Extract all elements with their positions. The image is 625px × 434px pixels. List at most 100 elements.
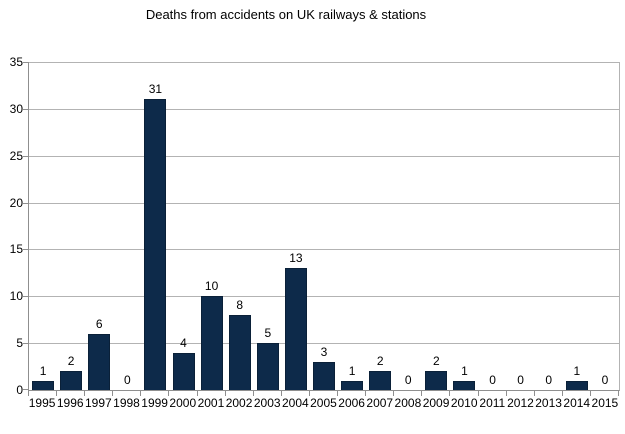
bar-group-2004: 13 (282, 62, 310, 390)
gridline-5 (29, 343, 619, 344)
bar-value-2005: 3 (320, 345, 328, 359)
x-tick-5 (168, 390, 170, 396)
y-tick-5 (23, 343, 29, 344)
bar-value-2001: 10 (204, 279, 219, 293)
x-axis-label-2001: 2001 (197, 396, 225, 410)
bar-value-2009: 2 (433, 354, 440, 368)
bar-2003 (256, 343, 279, 390)
x-tick-9 (280, 390, 282, 396)
bar-value-1999: 31 (148, 82, 163, 96)
bar-group-2012: 0 (507, 62, 535, 390)
y-axis-label-10: 10 (9, 289, 23, 303)
x-tick-19 (561, 390, 563, 396)
bar-2001 (200, 296, 223, 390)
bar-2010 (453, 381, 476, 390)
bar-1996 (60, 371, 83, 390)
bar-value-1997: 6 (95, 317, 103, 331)
gridline-35 (29, 62, 619, 63)
x-tick-6 (196, 390, 198, 396)
bar-value-2008: 0 (404, 373, 412, 387)
bar-2002 (228, 315, 251, 390)
bar-value-2011: 0 (489, 373, 496, 387)
bar-group-2010: 1 (450, 62, 478, 390)
y-tick-25 (23, 156, 29, 157)
x-tick-11 (337, 390, 339, 396)
bar-group-1998: 0 (113, 62, 141, 390)
y-tick-15 (23, 249, 29, 250)
bar-value-2010: 1 (461, 364, 468, 378)
bar-value-1996: 2 (67, 354, 75, 368)
y-axis-label-25: 25 (9, 149, 23, 163)
x-tick-3 (112, 390, 114, 396)
x-axis-label-2000: 2000 (169, 396, 197, 410)
y-axis-labels: 0 5 10 15 20 25 30 35 (0, 0, 23, 434)
y-axis-label-30: 30 (9, 102, 23, 116)
bar-group-2003: 5 (254, 62, 282, 390)
x-tick-20 (589, 390, 591, 396)
bar-value-1998: 0 (123, 373, 131, 387)
bar-group-2008: 0 (394, 62, 422, 390)
bar-value-2002: 8 (236, 298, 244, 312)
y-axis-label-15: 15 (9, 242, 23, 256)
x-axis-label-2006: 2006 (338, 396, 365, 410)
x-tick-2 (84, 390, 86, 396)
x-tick-10 (308, 390, 310, 396)
bar-group-2011: 0 (479, 62, 507, 390)
x-axis-label-2005: 2005 (310, 396, 337, 410)
gridline-30 (29, 109, 619, 110)
y-tick-0 (23, 389, 29, 390)
x-axis-label-2007: 2007 (366, 396, 394, 410)
bar-group-2002: 8 (226, 62, 254, 390)
bar-group-2001: 10 (198, 62, 226, 390)
bar-2005 (312, 362, 335, 390)
bar-2006 (341, 381, 364, 390)
bar-group-1997: 6 (85, 62, 113, 390)
bar-value-2004: 13 (289, 251, 303, 265)
gridline-20 (29, 203, 619, 204)
x-tick-14 (421, 390, 423, 396)
bar-group-1996: 2 (57, 62, 85, 390)
x-axis-label-1998: 1998 (113, 396, 140, 410)
bar-group-2006: 1 (338, 62, 366, 390)
x-tick-16 (477, 390, 479, 396)
gridline-25 (29, 156, 619, 157)
x-axis-label-2004: 2004 (281, 396, 309, 410)
bar-group-2000: 4 (169, 62, 197, 390)
bar-1995 (32, 381, 55, 390)
x-axis-label-2014: 2014 (563, 396, 591, 410)
x-axis-label-2003: 2003 (253, 396, 281, 410)
bar-group-2005: 3 (310, 62, 338, 390)
x-axis-label-2002: 2002 (225, 396, 253, 410)
y-axis-label-5: 5 (16, 336, 23, 350)
bar-2004 (284, 268, 307, 390)
bar-group-1995: 1 (29, 62, 57, 390)
bar-value-2015: 0 (601, 373, 609, 387)
y-axis-label-0: 0 (16, 383, 23, 397)
bar-value-1995: 1 (39, 364, 47, 378)
bar-2009 (425, 371, 448, 390)
bar-value-2007: 2 (376, 354, 384, 368)
x-axis-labels: 1995 1996 1997 1998 1999 2000 2001 2002 2003 2004… (28, 396, 619, 410)
x-tick-8 (252, 390, 254, 396)
x-tick-18 (533, 390, 535, 396)
bar-value-2000: 4 (180, 336, 187, 350)
bars-container: 1 2 6 0 31 4 10 8 5 13 3 1 2 0 2 1 0 0 0 1 0 (29, 62, 619, 390)
x-axis-label-1996: 1996 (56, 396, 84, 410)
x-axis-label-2009: 2009 (422, 396, 450, 410)
x-axis-label-2011: 2011 (479, 396, 506, 410)
bar-2000 (172, 353, 195, 390)
y-tick-35 (23, 62, 29, 63)
bar-value-2012: 0 (517, 373, 524, 387)
bar-2014 (565, 381, 588, 390)
gridline-15 (29, 249, 619, 250)
bar-value-2014: 1 (573, 364, 581, 378)
x-tick-1 (56, 390, 58, 396)
y-tick-10 (23, 296, 29, 297)
x-tick-0 (28, 390, 29, 396)
y-axis-label-20: 20 (9, 196, 23, 210)
y-tick-30 (23, 109, 29, 110)
x-tick-12 (365, 390, 367, 396)
bar-1999 (144, 99, 167, 390)
x-axis-label-2008: 2008 (394, 396, 422, 410)
